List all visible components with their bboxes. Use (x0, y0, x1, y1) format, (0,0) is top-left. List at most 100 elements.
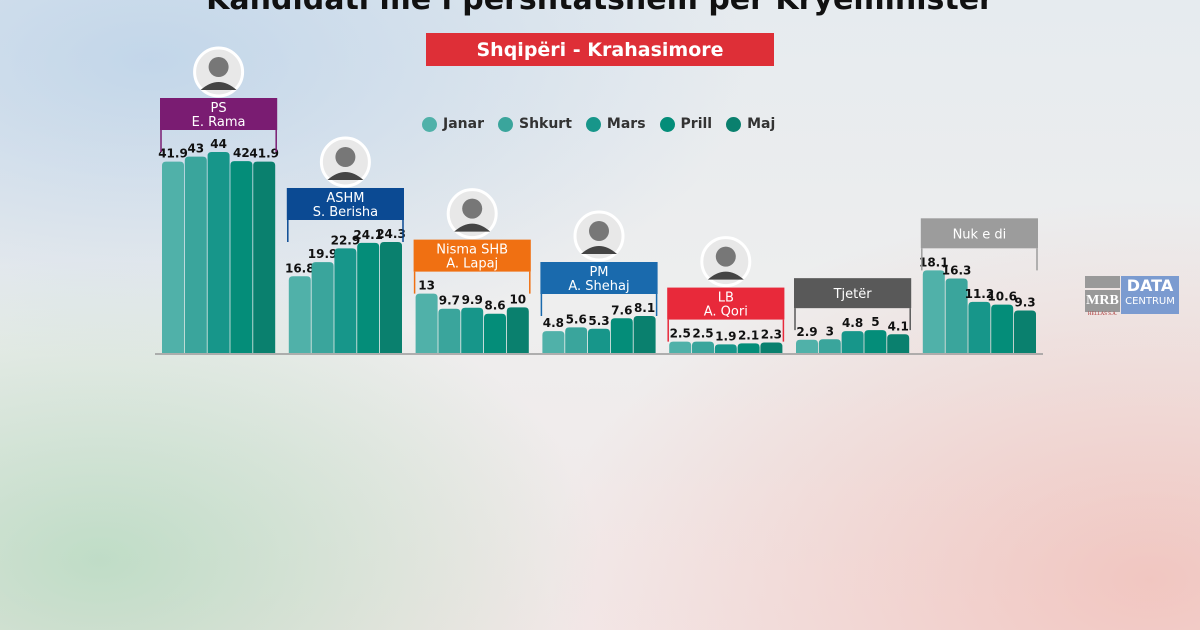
legend-label: Mars (606, 116, 646, 132)
bar (968, 301, 991, 353)
bar (922, 270, 945, 353)
legend-swatch (585, 116, 601, 132)
group-candidate-label: A. Qori (704, 305, 748, 320)
bar (669, 341, 692, 353)
bar (506, 307, 529, 353)
data-label: 9.7 (439, 294, 460, 308)
legend: Janar Shkurt Mars Prill Maj (422, 116, 775, 132)
candidate-photo-shoulders (327, 171, 364, 180)
bar (714, 344, 737, 353)
data-label: 1.9 (715, 329, 736, 343)
bar (991, 304, 1014, 353)
bar (311, 262, 334, 353)
group-label-box (920, 218, 1038, 249)
candidate-photo-head (335, 146, 356, 167)
bar (415, 293, 438, 353)
group-candidate-label: A. Lapaj (446, 257, 498, 272)
data-label: 41.9 (249, 147, 279, 161)
group-candidate-label: S. Berisha (313, 205, 378, 220)
data-label: 8.6 (484, 299, 505, 313)
candidate-photo-head (208, 57, 229, 77)
bar (230, 161, 253, 353)
legend-item: Prill (659, 116, 713, 132)
bar (380, 241, 402, 353)
data-label: 42 (233, 146, 250, 160)
data-label: 10 (509, 292, 526, 306)
bar (841, 331, 864, 353)
data-label: 19.9 (308, 247, 338, 261)
candidate-photo-shoulders (200, 82, 237, 90)
data-label: 2.5 (692, 327, 713, 341)
group-label-box (667, 287, 785, 320)
group-bracket (540, 293, 658, 316)
data-label: 2.5 (670, 327, 691, 341)
data-label: 5 (871, 315, 879, 329)
bar (760, 342, 783, 353)
legend-swatch (422, 116, 437, 132)
data-label: 9.9 (462, 293, 483, 307)
group-bracket (287, 219, 404, 242)
legend-item: Maj (726, 116, 775, 132)
bar (945, 278, 968, 353)
data-label: 5.6 (566, 312, 587, 326)
group-candidate-label: E. Rama (192, 115, 246, 130)
data-label: 7.6 (611, 303, 632, 317)
bar (864, 330, 887, 353)
data-label: 8.1 (634, 301, 655, 315)
group-label-box (160, 98, 278, 130)
group-bracket (667, 319, 785, 342)
group-party-label: PM (589, 265, 608, 280)
legend-label: Shkurt (518, 116, 572, 132)
group-label-box (286, 187, 404, 220)
chart-title: Kandidati më i përshtatshëm për Kryemini… (0, 0, 1200, 17)
legend-swatch (659, 116, 675, 132)
bar (565, 327, 588, 353)
data-label: 18.1 (919, 255, 949, 269)
data-label: 44 (210, 137, 227, 151)
data-label: 13 (418, 279, 435, 293)
bar (887, 334, 910, 353)
logo-data: DATA (1126, 276, 1174, 295)
group-party-label: Nisma SHB (436, 243, 508, 258)
candidate-photo-shoulders (707, 271, 744, 280)
bar (253, 161, 276, 353)
bar (1014, 310, 1036, 353)
data-label: 24.3 (376, 227, 406, 241)
data-label: 2.9 (796, 325, 817, 339)
candidate-photo-head (462, 198, 483, 219)
group-party-label: LB (718, 291, 734, 306)
logo-mrb-sub: HELLAS S.A. (1087, 312, 1118, 317)
group-party-label: Nuk e di (953, 227, 1007, 242)
group-party-label: PS (211, 101, 227, 116)
data-label: 16.8 (285, 261, 315, 275)
data-label: 9.3 (1014, 296, 1035, 310)
legend-swatch (497, 116, 513, 132)
bar (162, 161, 184, 353)
legend-label: Maj (747, 116, 776, 132)
data-label: 4.8 (842, 316, 863, 330)
bar (184, 156, 207, 353)
bar (737, 343, 760, 353)
bar (288, 276, 311, 353)
chart-subtitle: Shqipëri - Krahasimore (426, 33, 774, 66)
mrb-datacentrum-logo: MRB HELLAS S.A. DATA CENTRUM (1085, 276, 1179, 317)
bar (610, 318, 633, 353)
candidate-photo-head (589, 220, 609, 241)
legend-label: Prill (680, 116, 713, 132)
data-label: 22.9 (331, 233, 361, 247)
group-label-box (794, 278, 912, 309)
bar (334, 248, 357, 353)
legend-item: Janar (422, 116, 484, 132)
candidate-photo-shoulders (454, 223, 491, 232)
data-label: 2.3 (761, 327, 782, 341)
candidate-photo-head (715, 246, 736, 267)
group-candidate-label: A. Shehaj (568, 279, 629, 294)
bar (484, 313, 506, 353)
group-label-box (413, 239, 531, 272)
data-label: 41.9 (158, 147, 188, 161)
bar (461, 307, 484, 353)
data-label: 4.1 (888, 319, 909, 333)
data-label: 43 (187, 142, 204, 156)
bar (818, 339, 841, 353)
logo-mrb: MRB (1085, 290, 1120, 312)
